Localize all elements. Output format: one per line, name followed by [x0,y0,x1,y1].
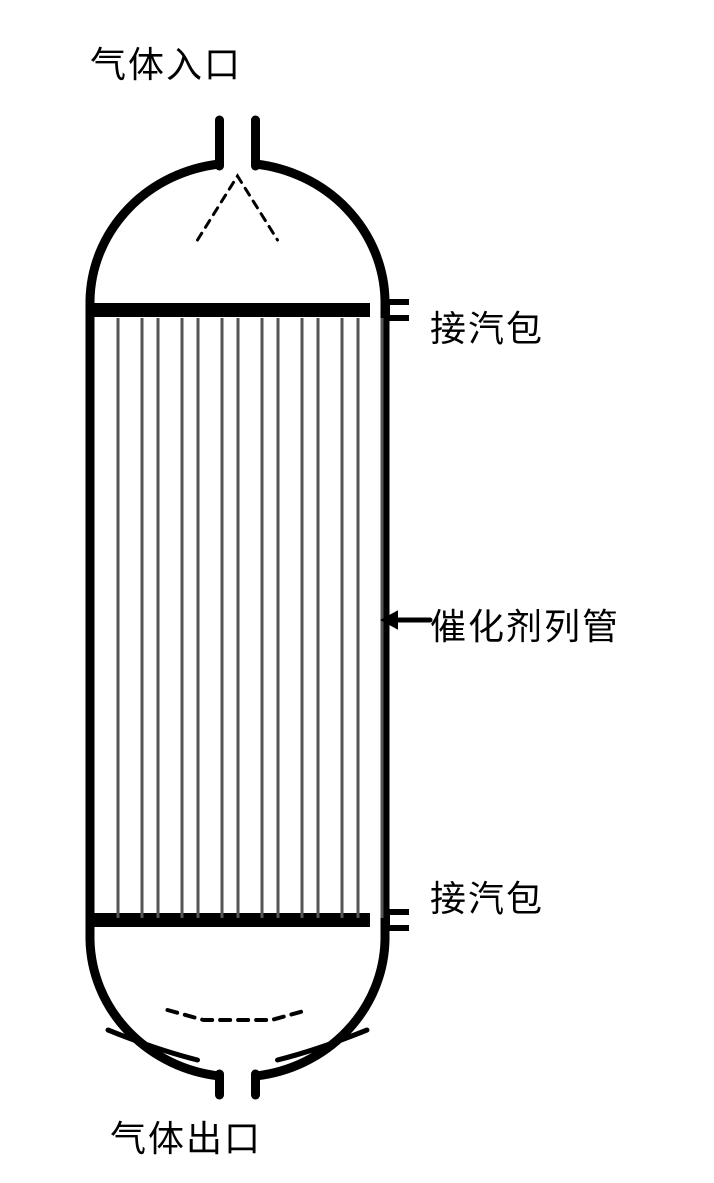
label-steam-drum-bottom: 接汽包 [430,870,544,922]
label-gas-inlet: 气体入口 [90,36,242,88]
label-gas-outlet: 气体出口 [110,1110,262,1162]
reactor-diagram [0,0,714,1183]
label-catalyst-tubes: 催化剂列管 [430,598,620,650]
label-steam-drum-top: 接汽包 [430,300,544,352]
